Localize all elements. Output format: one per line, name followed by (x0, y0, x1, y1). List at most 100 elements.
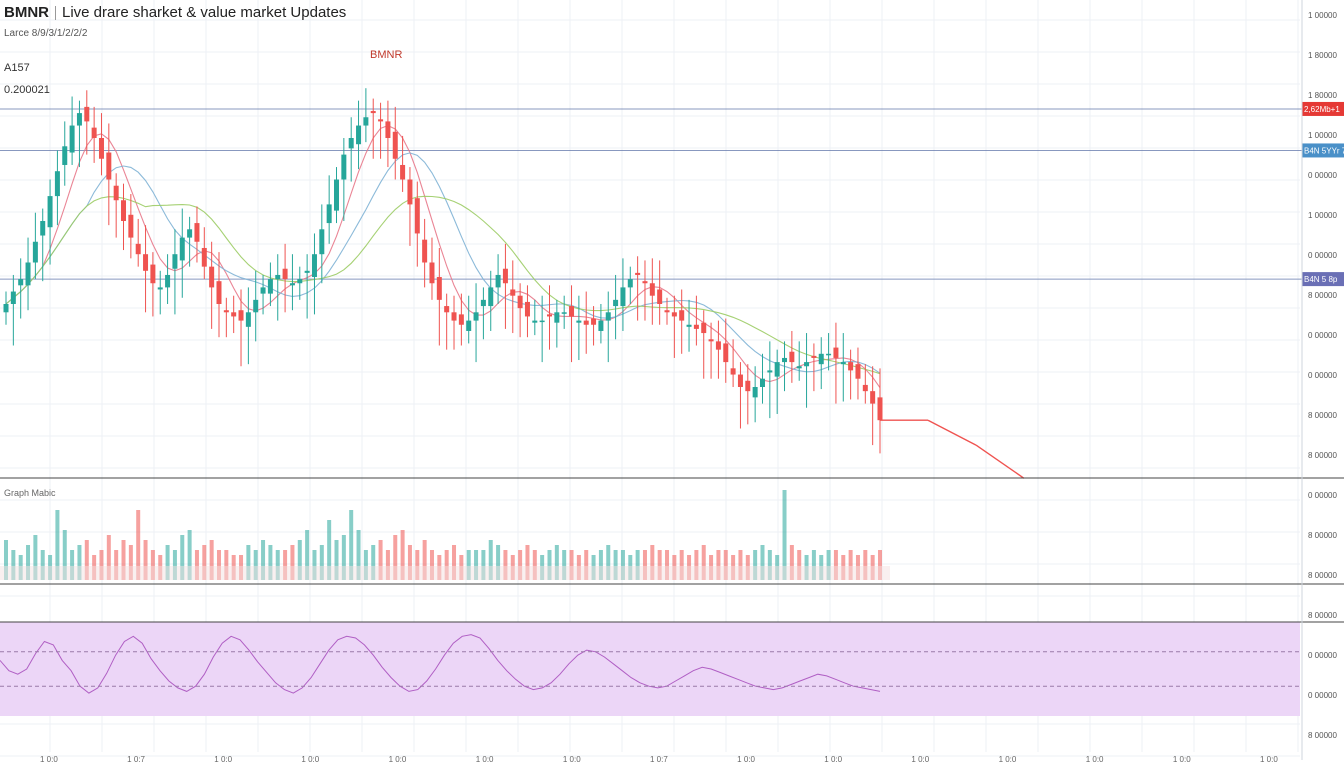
candle-body (422, 239, 428, 263)
price-tick-label: 0 00000 (1308, 171, 1337, 180)
candle-body (466, 320, 472, 331)
moving-average-line (5, 152, 881, 374)
candle-body (363, 117, 369, 126)
price-axis: 1 00000 1 80000 1 80000 1 00000 0 00000 1 000… (1308, 11, 1337, 740)
candle-body (400, 164, 406, 180)
time-axis: 1 0:0 1 0:7 1 0:0 1 0:0 1 0:0 1 0:0 1 0:0 1 0:7… (40, 755, 1278, 764)
volume-bar (466, 550, 471, 580)
time-tick-label: 1 0:0 (1260, 755, 1278, 764)
level-tag (1302, 272, 1344, 287)
volume-bar (327, 520, 332, 580)
price-tick-label: 8 00000 (1308, 571, 1337, 580)
candle-body (172, 254, 178, 269)
candle-body (62, 146, 68, 165)
volume-bar (253, 550, 258, 580)
symbol-label[interactable]: BMNR (4, 4, 49, 21)
volume-bar (150, 550, 155, 580)
candle-body (429, 262, 435, 284)
volume-bar (657, 550, 662, 580)
time-tick-label: 1 0:0 (40, 755, 58, 764)
time-tick-label: 1 0:0 (737, 755, 755, 764)
volume-bar (554, 545, 559, 580)
volume-bar (826, 550, 831, 580)
candle-body (701, 322, 707, 334)
volume-bar (114, 550, 119, 580)
volume-bar (400, 530, 405, 580)
volume-bar (305, 530, 310, 580)
volume-bar (753, 550, 758, 580)
volume-bar (532, 550, 537, 580)
candle-body (319, 229, 325, 255)
volume-bar (55, 510, 60, 580)
price-tick-label: 0 00000 (1308, 371, 1337, 380)
volume-bar (407, 545, 412, 580)
candle-body (613, 299, 619, 307)
volume-bar (283, 550, 288, 580)
volume-bar (224, 550, 229, 580)
time-tick-label: 1 0:0 (911, 755, 929, 764)
volume-bar (584, 550, 589, 580)
volume-bar (606, 545, 611, 580)
price-tick-label: 1 80000 (1308, 51, 1337, 60)
candle-body (32, 241, 38, 263)
price-tick-label: 1 80000 (1308, 91, 1337, 100)
price-tick-label: 1 00000 (1308, 131, 1337, 140)
candlestick-series (3, 88, 1025, 479)
time-tick-label: 1 0:0 (999, 755, 1017, 764)
candle-body (348, 138, 354, 149)
candle-body (69, 125, 75, 153)
volume-bar (547, 550, 552, 580)
candle-body (811, 355, 817, 358)
candle-body (3, 304, 9, 313)
candle-body (47, 196, 53, 228)
volume-bar (723, 550, 728, 580)
candle-body (231, 312, 237, 317)
time-tick-label: 1 0:0 (563, 755, 581, 764)
price-tick-label: 0 00000 (1308, 691, 1337, 700)
candle-body (297, 279, 303, 284)
candle-body (480, 299, 486, 307)
time-tick-label: 1 0:0 (389, 755, 407, 764)
volume-bar (863, 550, 868, 580)
candle-body (157, 287, 163, 290)
volume-bar (172, 550, 177, 580)
candle-body (642, 281, 648, 284)
volume-bar (180, 535, 185, 580)
candle-body (554, 312, 560, 323)
candle-body (223, 310, 229, 313)
volume-bar (275, 550, 280, 580)
candle-body (818, 353, 824, 365)
candle-body (187, 229, 193, 238)
candle-body (524, 301, 530, 317)
volume-bar (525, 545, 530, 580)
volume-bar (106, 535, 111, 580)
volume-bar (422, 540, 427, 580)
candle-body (510, 289, 516, 296)
candle-body (546, 314, 552, 317)
price-tick-label: 0 00000 (1308, 651, 1337, 660)
time-tick-label: 1 0:0 (301, 755, 319, 764)
volume-bar (319, 545, 324, 580)
level-tag-text: 2,62Mb+1 (1304, 105, 1340, 114)
volume-bar (11, 550, 16, 580)
candle-body (591, 318, 597, 325)
candle-body (833, 347, 839, 358)
candle-body (708, 339, 714, 342)
candle-body (693, 324, 699, 329)
candle-body (451, 312, 457, 321)
volume-bar (209, 540, 214, 580)
volume-bar (598, 550, 603, 580)
volume-bar (716, 550, 721, 580)
volume-bar (701, 545, 706, 580)
candle-body (143, 254, 149, 271)
candle-body (737, 374, 743, 387)
volume-bar (26, 545, 31, 580)
candle-body (870, 391, 876, 404)
candle-body (209, 266, 215, 288)
volume-bar (136, 510, 141, 580)
candle-body (517, 295, 523, 309)
price-tick-label: 1 00000 (1308, 11, 1337, 20)
time-tick-label: 1 0:0 (1173, 755, 1191, 764)
volume-bar (488, 540, 493, 580)
volume-bar (782, 490, 787, 580)
